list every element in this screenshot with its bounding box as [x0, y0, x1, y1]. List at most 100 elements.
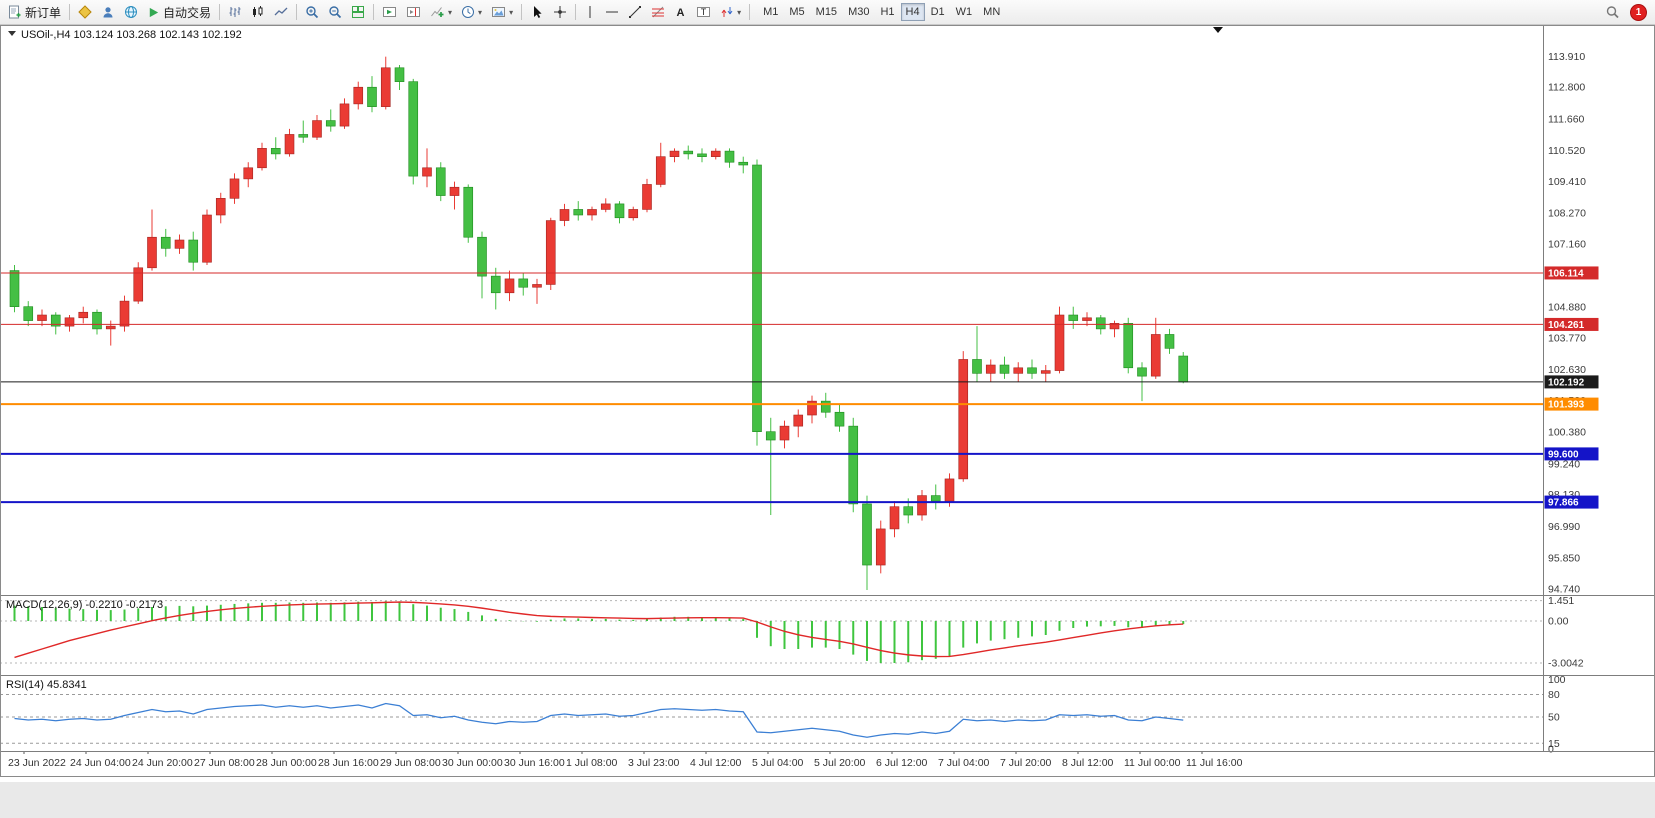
time-axis-label: 27 Jun 08:00	[194, 757, 255, 769]
price-tag	[1544, 447, 1599, 461]
time-axis-label: 6 Jul 12:00	[876, 757, 928, 769]
periods-button[interactable]: ▾	[457, 2, 486, 22]
svg-text:A: A	[677, 7, 685, 19]
hline-button[interactable]	[601, 2, 623, 22]
svg-text:113.910: 113.910	[1548, 51, 1585, 63]
svg-text:102.630: 102.630	[1548, 364, 1586, 376]
zoom-in-button[interactable]	[301, 2, 323, 22]
price-tag	[1544, 495, 1599, 509]
macd-label: MACD(12,26,9) -0.2210 -0.2173	[6, 599, 163, 611]
timeframe-button-m15[interactable]: M15	[811, 3, 842, 21]
timeframe-button-mn[interactable]: MN	[978, 3, 1005, 21]
svg-text:106.114: 106.114	[1548, 268, 1584, 279]
search-button[interactable]	[1601, 2, 1624, 22]
svg-text:99.600: 99.600	[1548, 449, 1579, 460]
timeframe-button-d1[interactable]: D1	[926, 3, 950, 21]
search-icon	[1606, 5, 1619, 18]
time-axis-label: 8 Jul 12:00	[1062, 757, 1114, 769]
new-order-button[interactable]: 新订单	[4, 2, 65, 22]
indicators-icon	[431, 7, 444, 17]
new-order-label: 新订单	[25, 5, 62, 20]
rsi-pane[interactable]: RSI(14) 45.8341	[0, 679, 1543, 744]
clock-icon	[462, 6, 475, 18]
time-axis-label: 1 Jul 08:00	[566, 757, 618, 769]
svg-text:80: 80	[1548, 689, 1560, 701]
dropdown-caret-icon: ▾	[478, 7, 483, 17]
tile-windows-button[interactable]	[347, 2, 369, 22]
chart-title: USOil-,H4 103.124 103.268 102.143 102.19…	[21, 29, 242, 41]
time-axis[interactable]: 23 Jun 2022 24 Jun 04:00 24 Jun 20:00 27 Ju…	[8, 751, 1243, 769]
svg-text:104.880: 104.880	[1548, 302, 1586, 314]
svg-text:110.520: 110.520	[1548, 145, 1585, 157]
market-button[interactable]	[74, 2, 96, 22]
vline-button[interactable]	[580, 2, 600, 22]
timeframe-button-w1[interactable]: W1	[951, 3, 978, 21]
zoom-out-button[interactable]	[324, 2, 346, 22]
svg-text:100: 100	[1548, 674, 1566, 686]
timeframe-button-h1[interactable]: H1	[875, 3, 899, 21]
chart-canvas[interactable]: USOil-,H4 103.124 103.268 102.143 102.19…	[0, 25, 1655, 777]
chart-line-button[interactable]	[270, 2, 292, 22]
time-axis-label: 5 Jul 20:00	[814, 757, 866, 769]
separator	[373, 4, 375, 20]
time-axis-label: 11 Jul 16:00	[1186, 757, 1243, 769]
svg-text:107.160: 107.160	[1548, 238, 1586, 250]
diamond-icon	[78, 5, 92, 19]
indicators-button[interactable]: ▾	[426, 2, 456, 22]
crosshair-icon	[554, 6, 567, 18]
svg-text:100.380: 100.380	[1548, 427, 1586, 439]
timeframe-button-m1[interactable]: M1	[758, 3, 783, 21]
macd-pane[interactable]: MACD(12,26,9) -0.2210 -0.2173	[0, 599, 1543, 664]
time-axis-label: 3 Jul 23:00	[628, 757, 680, 769]
time-axis-label: 28 Jun 16:00	[318, 757, 379, 769]
time-axis-label: 7 Jul 20:00	[1000, 757, 1052, 769]
new-order-icon	[9, 5, 21, 19]
separator	[296, 4, 298, 20]
auto-scroll-button[interactable]	[378, 2, 401, 22]
separator	[219, 4, 221, 20]
crosshair-button[interactable]	[549, 2, 571, 22]
trendline-icon	[629, 6, 642, 18]
templates-button[interactable]: ▾	[487, 2, 517, 22]
notification-badge[interactable]: 1	[1630, 3, 1647, 21]
zoom-in-icon	[306, 6, 319, 19]
separator	[521, 4, 523, 20]
line-chart-icon	[274, 7, 288, 16]
separator	[749, 4, 751, 20]
toolbar-right: 1	[1601, 2, 1651, 22]
svg-text:95.850: 95.850	[1548, 553, 1580, 565]
price-tag	[1544, 317, 1599, 331]
main-price-pane[interactable]: USOil-,H4 103.124 103.268 102.143 102.19…	[0, 27, 1543, 591]
community-button[interactable]	[120, 2, 142, 22]
main-toolbar: 新订单 自动交易 ▾ ▾ ▾ A T ▾ M1 M	[0, 0, 1655, 25]
svg-text:50: 50	[1548, 712, 1560, 724]
profile-button[interactable]	[97, 2, 119, 22]
chart-shift-marker-icon	[1213, 27, 1223, 33]
dropdown-caret-icon: ▾	[448, 7, 453, 17]
autotrading-button[interactable]: 自动交易	[143, 2, 215, 22]
separator	[575, 4, 577, 20]
chart-shift-button[interactable]	[402, 2, 425, 22]
cursor-icon	[534, 6, 542, 18]
arrows-button[interactable]: ▾	[716, 2, 745, 22]
fibonacci-button[interactable]	[647, 2, 669, 22]
text-button[interactable]: A	[670, 2, 691, 22]
chart-candles-button[interactable]	[247, 2, 269, 22]
timeframe-button-m5[interactable]: M5	[784, 3, 809, 21]
price-scale[interactable]: 113.910 112.800 111.660 110.520 109.410 108.2…	[1544, 51, 1599, 756]
cursor-button[interactable]	[526, 2, 548, 22]
timeframe-button-m30[interactable]: M30	[843, 3, 874, 21]
trendline-button[interactable]	[624, 2, 646, 22]
label-button[interactable]: T	[692, 2, 715, 22]
tile-windows-icon	[352, 6, 365, 18]
chart-bars-button[interactable]	[224, 2, 246, 22]
timeframe-button-h4[interactable]: H4	[900, 3, 925, 21]
time-axis-label: 28 Jun 00:00	[256, 757, 317, 769]
time-axis-label: 24 Jun 20:00	[132, 757, 193, 769]
time-axis-label: 24 Jun 04:00	[70, 757, 131, 769]
svg-text:99.240: 99.240	[1548, 458, 1580, 470]
svg-text:-3.0042: -3.0042	[1548, 658, 1584, 670]
svg-text:15: 15	[1548, 738, 1560, 750]
dropdown-caret-icon: ▾	[737, 7, 742, 17]
